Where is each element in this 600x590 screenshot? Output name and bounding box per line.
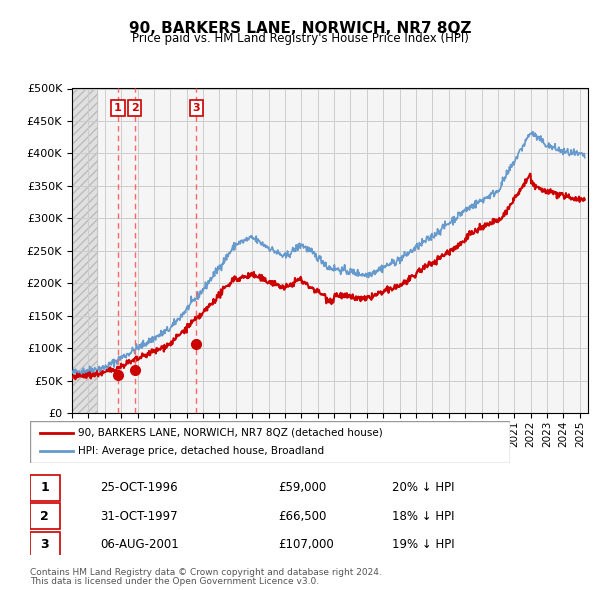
Text: 1: 1: [114, 103, 122, 113]
FancyBboxPatch shape: [30, 503, 60, 529]
FancyBboxPatch shape: [30, 421, 510, 463]
Text: 19% ↓ HPI: 19% ↓ HPI: [392, 538, 454, 551]
Bar: [72, 88, 97, 413]
Text: 31-OCT-1997: 31-OCT-1997: [100, 510, 178, 523]
FancyBboxPatch shape: [30, 475, 60, 501]
Text: 2: 2: [131, 103, 139, 113]
Text: £107,000: £107,000: [278, 538, 334, 551]
Text: Contains HM Land Registry data © Crown copyright and database right 2024.: Contains HM Land Registry data © Crown c…: [30, 568, 382, 576]
Text: £66,500: £66,500: [278, 510, 327, 523]
Text: 18% ↓ HPI: 18% ↓ HPI: [392, 510, 454, 523]
Text: 90, BARKERS LANE, NORWICH, NR7 8QZ: 90, BARKERS LANE, NORWICH, NR7 8QZ: [129, 21, 471, 35]
Text: 90, BARKERS LANE, NORWICH, NR7 8QZ (detached house): 90, BARKERS LANE, NORWICH, NR7 8QZ (deta…: [78, 428, 383, 438]
Text: This data is licensed under the Open Government Licence v3.0.: This data is licensed under the Open Gov…: [30, 577, 319, 586]
Text: 06-AUG-2001: 06-AUG-2001: [100, 538, 179, 551]
Text: 1: 1: [40, 481, 49, 494]
Text: £59,000: £59,000: [278, 481, 326, 494]
Text: 25-OCT-1996: 25-OCT-1996: [100, 481, 178, 494]
Text: Price paid vs. HM Land Registry's House Price Index (HPI): Price paid vs. HM Land Registry's House …: [131, 32, 469, 45]
Text: 2: 2: [40, 510, 49, 523]
Text: 20% ↓ HPI: 20% ↓ HPI: [392, 481, 454, 494]
Text: 3: 3: [40, 538, 49, 551]
FancyBboxPatch shape: [30, 532, 60, 557]
Text: 3: 3: [193, 103, 200, 113]
Text: HPI: Average price, detached house, Broadland: HPI: Average price, detached house, Broa…: [78, 446, 324, 456]
Bar: [72, 88, 97, 413]
